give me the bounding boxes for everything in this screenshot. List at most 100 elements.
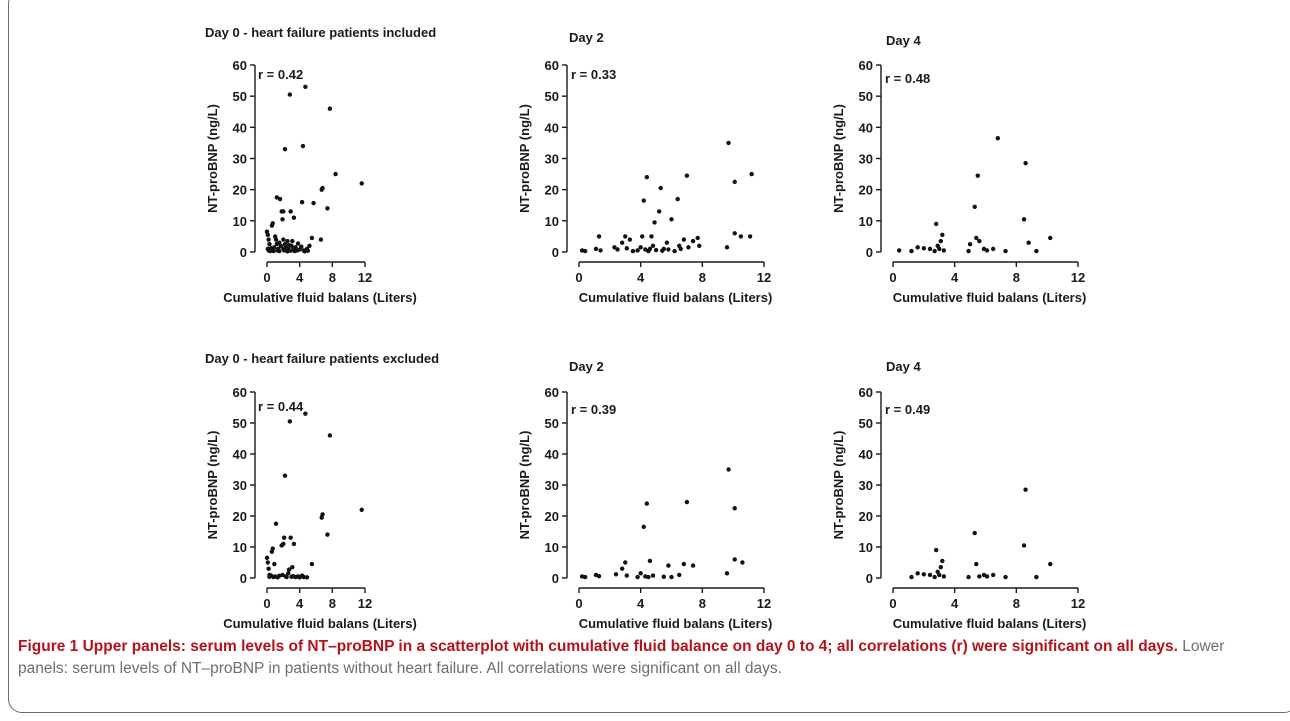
x-tick-label: 4 xyxy=(296,596,304,611)
y-tick-label: 0 xyxy=(866,571,873,586)
data-point xyxy=(933,221,939,227)
data-point xyxy=(678,246,683,252)
data-point xyxy=(286,571,291,576)
data-point xyxy=(291,215,297,220)
data-point xyxy=(290,564,295,570)
data-point xyxy=(652,220,657,225)
x-axis-label: Cumulative fluid balans (Liters) xyxy=(223,290,417,305)
correlation-label: r = 0.48 xyxy=(885,71,930,86)
correlation-label: r = 0.42 xyxy=(258,67,303,82)
panel-title: Day 2 xyxy=(569,30,604,45)
x-tick-label: 12 xyxy=(1071,596,1085,611)
data-point xyxy=(288,535,293,540)
y-tick-label: 50 xyxy=(859,89,873,104)
data-point xyxy=(582,248,588,254)
x-tick-label: 0 xyxy=(889,596,896,611)
data-point xyxy=(921,572,927,577)
data-point xyxy=(635,248,640,253)
data-point xyxy=(726,467,731,472)
data-point xyxy=(940,558,945,564)
data-point xyxy=(666,247,671,252)
y-tick-label: 30 xyxy=(545,152,559,167)
data-point xyxy=(272,245,277,250)
y-tick-label: 10 xyxy=(859,540,873,555)
x-tick-label: 4 xyxy=(637,596,645,611)
panel-title: Day 0 - heart failure patients included xyxy=(205,25,436,40)
data-point xyxy=(285,238,290,244)
data-point xyxy=(624,573,629,578)
data-point xyxy=(1003,248,1008,254)
data-point xyxy=(307,243,312,248)
y-tick-label: 10 xyxy=(859,214,873,229)
data-point xyxy=(270,546,275,551)
scatter-panel-4: Day 0 - heart failure patients excluded r… xyxy=(205,351,439,631)
y-tick-label: 40 xyxy=(859,120,873,135)
data-point xyxy=(1026,240,1031,245)
data-point xyxy=(327,106,333,111)
data-point xyxy=(646,574,651,580)
data-point xyxy=(359,181,364,186)
y-tick-label: 20 xyxy=(233,509,247,524)
y-axis-label: NT-proBNP (ng/L) xyxy=(205,431,220,540)
data-point xyxy=(684,173,690,178)
data-point xyxy=(690,563,696,568)
x-tick-label: 8 xyxy=(699,596,706,611)
data-point xyxy=(304,575,310,580)
data-point xyxy=(726,140,731,146)
data-point xyxy=(619,566,625,571)
y-tick-label: 60 xyxy=(545,385,559,400)
data-point xyxy=(669,217,674,222)
x-tick-label: 8 xyxy=(1013,596,1020,611)
data-point xyxy=(974,235,979,241)
y-tick-label: 40 xyxy=(545,120,559,135)
data-point xyxy=(932,574,937,580)
data-point xyxy=(975,173,980,178)
data-point xyxy=(615,247,620,252)
data-point xyxy=(284,574,289,580)
data-point xyxy=(635,574,640,580)
data-point xyxy=(909,574,914,580)
data-point xyxy=(288,209,293,214)
data-point xyxy=(627,237,633,242)
data-point xyxy=(995,136,1001,141)
data-point xyxy=(320,185,325,191)
data-point xyxy=(732,179,737,185)
data-point xyxy=(271,248,276,254)
data-point xyxy=(266,566,271,571)
y-tick-label: 30 xyxy=(545,478,559,493)
scatter-panel-2: Day 2 r = 0.33 0 10 20 30 40 50 60 0 4 8 12 Cumulativ… xyxy=(517,30,772,305)
data-point xyxy=(661,246,666,252)
y-tick-label: 50 xyxy=(545,416,559,431)
y-tick-label: 60 xyxy=(545,58,559,73)
x-tick-label: 12 xyxy=(757,596,771,611)
y-tick-label: 20 xyxy=(859,509,873,524)
x-axis-label: Cumulative fluid balans (Liters) xyxy=(893,616,1087,631)
x-tick-label: 4 xyxy=(951,270,959,285)
data-point xyxy=(933,547,939,553)
y-axis-label: NT-proBNP (ng/L) xyxy=(831,104,846,213)
y-tick-label: 20 xyxy=(545,509,559,524)
data-point xyxy=(915,245,920,250)
x-tick-label: 0 xyxy=(263,596,270,611)
data-point xyxy=(270,221,275,226)
data-point xyxy=(619,240,625,245)
panel-title: Day 2 xyxy=(569,359,604,374)
data-point xyxy=(732,557,737,562)
x-axis-label: Cumulative fluid balans (Liters) xyxy=(223,616,417,631)
data-point xyxy=(941,574,947,579)
y-tick-label: 40 xyxy=(859,447,873,462)
data-point xyxy=(974,561,979,567)
y-tick-label: 20 xyxy=(859,183,873,198)
x-tick-label: 4 xyxy=(637,270,645,285)
data-point xyxy=(921,246,927,251)
data-point xyxy=(991,572,996,578)
y-tick-label: 30 xyxy=(859,152,873,167)
data-point xyxy=(287,92,293,97)
x-tick-label: 8 xyxy=(329,596,336,611)
data-point xyxy=(273,237,279,242)
data-point xyxy=(280,572,285,578)
data-point xyxy=(972,204,977,210)
data-point xyxy=(282,473,288,478)
y-tick-label: 0 xyxy=(866,245,873,260)
data-point xyxy=(732,506,737,511)
